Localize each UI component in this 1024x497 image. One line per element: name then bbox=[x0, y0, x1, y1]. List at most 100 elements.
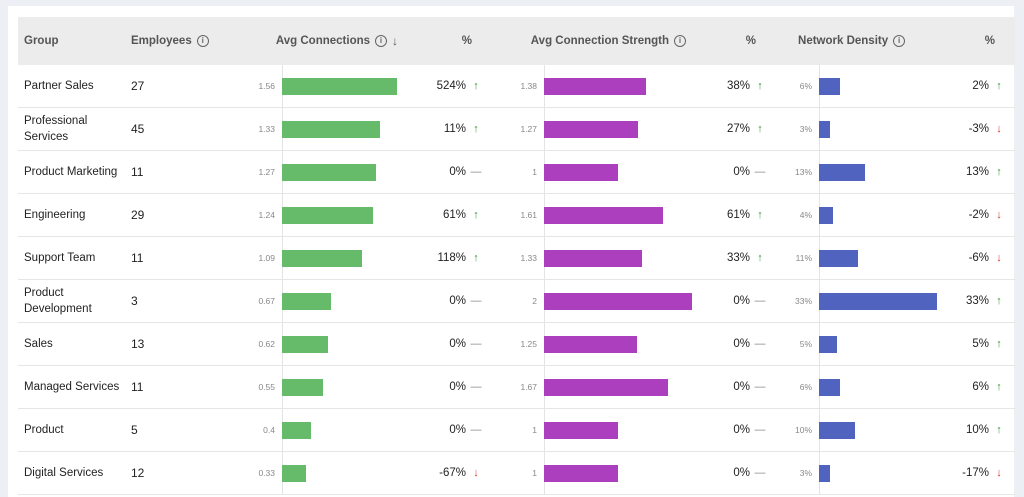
strength-bar[interactable] bbox=[544, 121, 639, 139]
connections-change-value: 0% bbox=[449, 424, 467, 437]
employee-count: 12 bbox=[131, 466, 145, 481]
employees-cell: 45 bbox=[125, 108, 230, 151]
column-header-avg-connections[interactable]: Avg Connections i ↓ bbox=[230, 17, 404, 65]
group-name: Support Team bbox=[24, 252, 96, 265]
info-icon[interactable]: i bbox=[375, 35, 388, 47]
connections-value-cell: 0.55 bbox=[230, 366, 282, 409]
density-bar-cell bbox=[819, 452, 954, 495]
density-change-cell: 5% ↑ bbox=[954, 323, 1015, 366]
strength-bar[interactable] bbox=[544, 78, 647, 95]
strength-value: 1.67 bbox=[520, 382, 538, 393]
density-value-cell: 13% bbox=[776, 151, 819, 194]
table-row[interactable]: Professional Services 45 1.33 11% ↑ 1.27 27% ↑ 3… bbox=[18, 108, 1016, 151]
connections-bar[interactable] bbox=[282, 250, 362, 268]
connections-bar[interactable] bbox=[282, 465, 306, 483]
strength-value-cell: 1.25 bbox=[492, 323, 544, 366]
strength-value-cell: 1 bbox=[492, 452, 544, 495]
column-header-density-change[interactable]: % bbox=[954, 17, 1015, 65]
group-name-cell: Digital Services bbox=[18, 452, 125, 495]
connections-value: 0.55 bbox=[258, 382, 275, 393]
connections-value-cell: 1.27 bbox=[230, 151, 282, 194]
connections-bar[interactable] bbox=[282, 164, 376, 182]
table-row[interactable]: Digital Services 12 0.33 -67% ↓ 1 0% — 3% -17% ↓ bbox=[18, 452, 1016, 495]
density-value-cell: 6% bbox=[776, 366, 819, 409]
sort-descending-icon[interactable]: ↓ bbox=[392, 34, 399, 48]
density-bar[interactable] bbox=[819, 78, 841, 95]
table-row[interactable]: Partner Sales 27 1.56 524% ↑ 1.38 38% ↑ 6% 2% ↑ bbox=[18, 65, 1016, 108]
strength-change-cell: 0% — bbox=[692, 151, 776, 194]
table-row[interactable]: Engineering 29 1.24 61% ↑ 1.61 61% ↑ 4% -2% ↓ bbox=[18, 194, 1016, 237]
density-value: 5% bbox=[799, 339, 813, 350]
connections-bar[interactable] bbox=[282, 121, 380, 139]
strength-bar[interactable] bbox=[544, 422, 619, 440]
connections-bar[interactable] bbox=[282, 78, 397, 95]
strength-bar[interactable] bbox=[544, 336, 638, 354]
connections-bar-cell bbox=[282, 65, 404, 108]
density-bar[interactable] bbox=[819, 207, 834, 225]
column-header-group[interactable]: Group bbox=[18, 17, 125, 65]
density-bar[interactable] bbox=[819, 336, 838, 354]
density-bar[interactable] bbox=[819, 250, 859, 268]
column-header-avg-connection-strength[interactable]: Avg Connection Strength i bbox=[492, 17, 692, 65]
strength-change-cell: 61% ↑ bbox=[692, 194, 776, 237]
density-value-cell: 10% bbox=[776, 409, 819, 452]
density-bar[interactable] bbox=[819, 422, 856, 440]
connections-change-cell: 61% ↑ bbox=[404, 194, 492, 237]
table-row[interactable]: Managed Services 11 0.55 0% —1.67 0% —6% 6% ↑ bbox=[18, 366, 1016, 409]
arrow-up-icon: ↑ bbox=[996, 338, 1002, 351]
density-bar-cell bbox=[819, 237, 954, 280]
table-row[interactable]: Product Marketing 11 1.27 0% —1 0% —13% 13% ↑ bbox=[18, 151, 1016, 194]
strength-bar-cell bbox=[544, 409, 692, 452]
strength-value-cell: 1.33 bbox=[492, 237, 544, 280]
strength-value: 1.27 bbox=[520, 124, 538, 135]
density-bar[interactable] bbox=[819, 465, 831, 483]
strength-change-cell: 38% ↑ bbox=[692, 65, 776, 108]
density-value: 6% bbox=[799, 81, 813, 92]
connections-value-cell: 0.62 bbox=[230, 323, 282, 366]
column-header-network-density[interactable]: Network Density i bbox=[776, 17, 954, 65]
density-value: 3% bbox=[799, 124, 813, 135]
connections-bar[interactable] bbox=[282, 422, 311, 440]
connections-bar[interactable] bbox=[282, 379, 323, 397]
table-row[interactable]: Support Team 11 1.09 118% ↑ 1.33 33% ↑ 11% -6% ↓ bbox=[18, 237, 1016, 280]
density-value: 4% bbox=[799, 210, 813, 221]
table-row[interactable]: Product 5 0.4 0% —1 0% —10% 10% ↑ bbox=[18, 409, 1016, 452]
density-bar[interactable] bbox=[819, 379, 841, 397]
info-icon[interactable]: i bbox=[196, 34, 209, 47]
column-header-employees[interactable]: Employees i bbox=[125, 17, 230, 65]
strength-bar[interactable] bbox=[544, 164, 619, 182]
dash-icon: — bbox=[470, 295, 482, 308]
employee-count: 3 bbox=[131, 294, 138, 309]
strength-bar[interactable] bbox=[544, 207, 664, 225]
group-name-cell: Professional Services bbox=[18, 108, 125, 151]
strength-bar[interactable] bbox=[544, 250, 643, 268]
strength-value: 1.61 bbox=[520, 210, 538, 221]
arrow-down-icon: ↓ bbox=[996, 467, 1002, 480]
density-bar[interactable] bbox=[819, 121, 831, 139]
table-row[interactable]: Sales 13 0.62 0% —1.25 0% —5% 5% ↑ bbox=[18, 323, 1016, 366]
info-icon[interactable]: i bbox=[893, 34, 906, 47]
connections-bar[interactable] bbox=[282, 293, 331, 311]
density-bar[interactable] bbox=[819, 164, 866, 182]
column-header-connections-change[interactable]: % bbox=[404, 17, 492, 65]
employees-cell: 11 bbox=[125, 237, 230, 280]
connections-bar-cell bbox=[282, 108, 404, 151]
column-header-strength-change[interactable]: % bbox=[692, 17, 776, 65]
density-bar-cell bbox=[819, 323, 954, 366]
info-icon[interactable]: i bbox=[674, 34, 687, 47]
strength-change-value: 0% bbox=[733, 338, 751, 351]
table-row[interactable]: Product Development 3 0.67 0% —2 0% —33% 33% ↑ bbox=[18, 280, 1016, 323]
density-change-cell: 6% ↑ bbox=[954, 366, 1015, 409]
group-name-cell: Sales bbox=[18, 323, 125, 366]
connections-bar[interactable] bbox=[282, 336, 328, 354]
strength-bar[interactable] bbox=[544, 379, 669, 397]
connections-change-cell: 11% ↑ bbox=[404, 108, 492, 151]
density-change-cell: 2% ↑ bbox=[954, 65, 1015, 108]
density-change-cell: 33% ↑ bbox=[954, 280, 1015, 323]
strength-bar[interactable] bbox=[544, 465, 619, 483]
density-bar[interactable] bbox=[819, 293, 938, 311]
connections-bar[interactable] bbox=[282, 207, 373, 225]
column-header-label: Employees bbox=[131, 35, 192, 48]
strength-bar-cell bbox=[544, 194, 692, 237]
strength-bar[interactable] bbox=[544, 293, 693, 311]
